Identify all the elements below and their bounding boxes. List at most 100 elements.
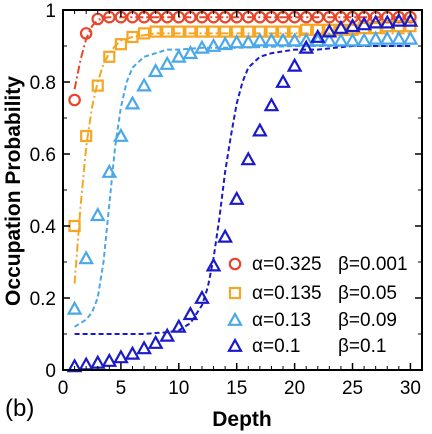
data-point-series-3 xyxy=(402,30,419,45)
data-point-series-3 xyxy=(205,37,222,52)
legend-marker-2 xyxy=(228,286,242,300)
data-point-series-4 xyxy=(182,305,199,321)
data-point-series-3 xyxy=(89,206,106,222)
fit-curve-series-3 xyxy=(74,45,411,328)
y-tick-label: 0.4 xyxy=(30,217,57,238)
data-point-series-3 xyxy=(379,30,396,45)
data-point-series-4 xyxy=(286,57,303,72)
data-point-series-3 xyxy=(217,35,233,51)
data-point-series-4 xyxy=(228,190,245,205)
y-tick-label: 1 xyxy=(45,1,56,22)
y-tick-labels: 0 0.2 0.4 0.6 0.8 1 xyxy=(30,1,57,382)
legend-alpha-label: α=0.13 xyxy=(252,310,311,331)
data-markers xyxy=(66,10,419,373)
data-point-series-3 xyxy=(101,163,118,178)
data-point-series-4 xyxy=(367,14,384,29)
data-point-series-4 xyxy=(252,122,268,137)
legend-alpha-label: α=0.1 xyxy=(252,336,301,357)
y-tick-label: 0.6 xyxy=(30,145,56,166)
data-point-series-2 xyxy=(219,25,232,38)
data-point-series-4 xyxy=(240,151,257,166)
data-point-series-4 xyxy=(275,73,291,88)
y-axis-title: Occupation Probability xyxy=(2,76,25,306)
fit-curve-series-4 xyxy=(74,45,411,335)
x-tick-label: 30 xyxy=(400,378,421,399)
legend-beta-label: β=0.05 xyxy=(338,283,397,304)
x-tick-label: 0 xyxy=(58,378,69,399)
x-tick-labels: 0 5 10 15 20 25 30 xyxy=(58,378,421,399)
data-point-series-2 xyxy=(207,25,220,38)
data-point-series-3 xyxy=(78,250,95,265)
data-point-series-3 xyxy=(182,44,199,60)
data-point-series-3 xyxy=(275,32,291,47)
data-point-series-3 xyxy=(333,32,349,47)
data-point-series-2 xyxy=(172,25,185,38)
data-point-series-2 xyxy=(103,50,116,63)
data-point-series-4 xyxy=(170,318,187,333)
data-point-series-1 xyxy=(91,12,105,26)
legend: α=0.325 β=0.001 α=0.135 β=0.05 α=0.13 β=0.09 α… xyxy=(227,254,408,357)
data-point-series-3 xyxy=(356,32,372,47)
fit-curve-series-2 xyxy=(73,32,411,284)
data-point-series-4 xyxy=(66,358,83,373)
data-point-series-2 xyxy=(126,30,139,44)
data-point-series-3 xyxy=(321,32,338,47)
data-point-series-3 xyxy=(113,127,129,142)
data-point-series-4 xyxy=(356,16,372,31)
x-axis-title: Depth xyxy=(212,408,272,431)
data-point-series-3 xyxy=(228,34,245,49)
data-point-series-3 xyxy=(170,48,187,63)
x-tick-label: 5 xyxy=(116,378,127,399)
legend-marker-3 xyxy=(227,311,243,326)
data-point-series-2 xyxy=(184,25,197,38)
x-tick-label: 15 xyxy=(226,378,247,399)
fit-curve-series-1 xyxy=(73,16,411,90)
data-point-series-4 xyxy=(136,340,152,355)
data-point-series-4 xyxy=(159,327,176,342)
legend-beta-label: β=0.09 xyxy=(338,310,397,331)
data-point-series-4 xyxy=(217,228,233,243)
data-point-series-1 xyxy=(79,27,93,40)
panel-label: (b) xyxy=(5,395,34,422)
data-point-series-2 xyxy=(161,25,174,38)
legend-marker-1 xyxy=(228,257,242,271)
series-2-markers xyxy=(68,20,417,233)
data-point-series-4 xyxy=(390,12,407,27)
y-tick-label: 0 xyxy=(45,361,56,382)
data-point-series-4 xyxy=(344,17,361,33)
data-point-series-4 xyxy=(298,39,315,54)
x-tick-label: 10 xyxy=(168,378,189,399)
data-point-series-2 xyxy=(195,25,209,38)
legend-beta-label: β=0.001 xyxy=(338,254,408,275)
data-point-series-3 xyxy=(367,30,384,45)
data-point-series-4 xyxy=(309,28,326,43)
data-point-series-3 xyxy=(309,32,326,47)
data-point-series-3 xyxy=(286,32,303,47)
data-point-series-3 xyxy=(252,32,268,47)
axis-ticks xyxy=(62,9,422,371)
data-point-series-4 xyxy=(89,354,106,369)
series-3-markers xyxy=(66,30,419,315)
data-point-series-3 xyxy=(298,32,315,47)
data-point-series-4 xyxy=(194,289,210,304)
data-point-series-4 xyxy=(205,257,222,272)
data-point-series-1 xyxy=(68,93,81,107)
data-point-series-4 xyxy=(124,345,141,360)
data-point-series-2 xyxy=(114,38,128,51)
data-point-series-2 xyxy=(91,79,104,92)
data-point-series-3 xyxy=(263,32,280,47)
data-point-series-4 xyxy=(402,12,419,27)
fit-curves xyxy=(73,16,411,335)
data-point-series-3 xyxy=(124,95,141,110)
data-point-series-2 xyxy=(80,129,93,143)
series-4-markers xyxy=(66,12,419,373)
legend-alpha-label: α=0.325 xyxy=(252,254,322,275)
data-point-series-4 xyxy=(113,349,129,364)
legend-beta-label: β=0.1 xyxy=(338,336,386,357)
data-point-series-3 xyxy=(194,39,210,54)
data-point-series-4 xyxy=(321,23,338,38)
data-point-series-3 xyxy=(390,30,407,45)
data-point-series-3 xyxy=(240,34,257,49)
data-point-series-3 xyxy=(159,55,176,70)
data-point-series-4 xyxy=(379,14,396,29)
